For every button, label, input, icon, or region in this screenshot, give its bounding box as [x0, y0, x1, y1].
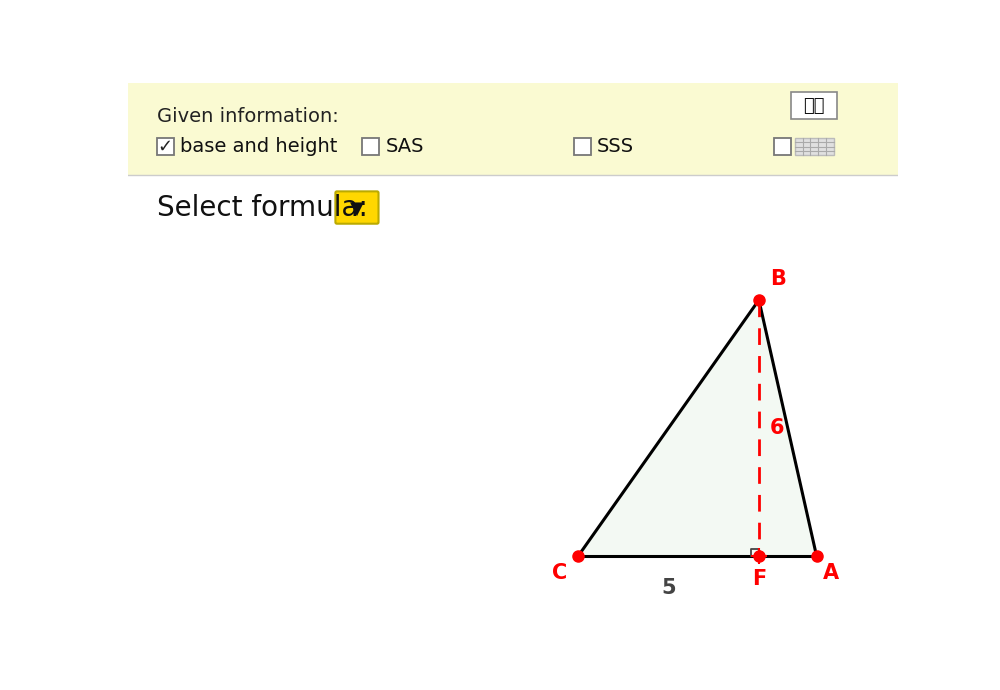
FancyBboxPatch shape: [774, 138, 791, 155]
Text: F: F: [752, 569, 766, 589]
Text: Given information:: Given information:: [157, 108, 339, 126]
Text: SSS: SSS: [597, 137, 634, 156]
Text: ✓: ✓: [158, 138, 173, 156]
Text: C: C: [552, 562, 567, 582]
Polygon shape: [578, 300, 817, 556]
FancyBboxPatch shape: [128, 83, 898, 175]
Text: 中文: 中文: [804, 97, 825, 115]
Text: B: B: [770, 269, 786, 289]
Text: base and height: base and height: [180, 137, 337, 156]
Text: Select formula:: Select formula:: [157, 195, 368, 222]
Text: A: A: [823, 562, 839, 582]
FancyBboxPatch shape: [791, 92, 837, 119]
Text: ▼: ▼: [350, 199, 364, 217]
Text: 5: 5: [661, 578, 676, 598]
Text: 6: 6: [770, 418, 784, 438]
FancyBboxPatch shape: [795, 138, 834, 155]
FancyBboxPatch shape: [157, 138, 174, 155]
FancyBboxPatch shape: [574, 138, 591, 155]
Text: SAS: SAS: [385, 137, 424, 156]
FancyBboxPatch shape: [335, 191, 379, 224]
FancyBboxPatch shape: [362, 138, 379, 155]
